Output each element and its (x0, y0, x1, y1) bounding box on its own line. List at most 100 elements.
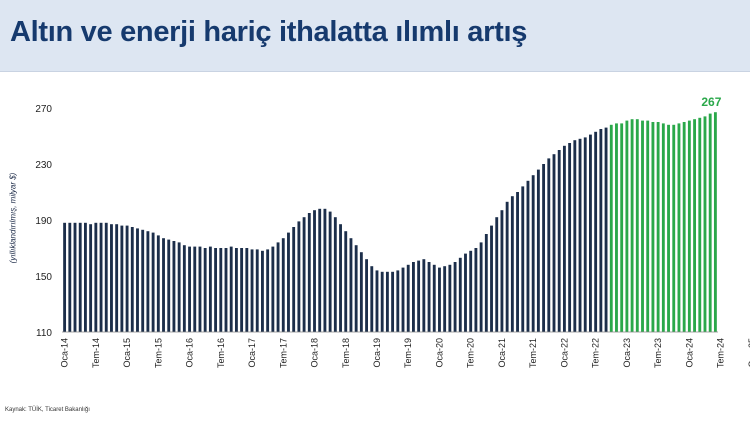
x-tick-label: Tem-19 (403, 338, 413, 368)
x-axis-ticks: Oca-14 Tem-14 Oca-15 Tem-15 Oca-16 Tem-16 Oca-… (60, 338, 750, 368)
x-tick-label: Oca-15 (122, 338, 132, 368)
bar (526, 180, 530, 332)
bar (625, 120, 629, 332)
x-tick-label: Oca-20 (434, 338, 444, 368)
bar (396, 270, 400, 332)
bar (474, 248, 478, 332)
bar (443, 266, 447, 332)
y-tick-label: 110 (36, 328, 52, 339)
bar (401, 267, 405, 332)
y-tick-label: 270 (35, 104, 52, 115)
bar (573, 140, 577, 332)
bar (656, 122, 660, 332)
bar (203, 248, 207, 332)
x-tick-label: Oca-18 (310, 338, 320, 368)
bar (115, 224, 119, 332)
bar (667, 124, 670, 332)
bar (682, 122, 686, 332)
bar (182, 245, 186, 332)
bar (339, 224, 342, 332)
bar (552, 154, 556, 332)
bar (495, 217, 499, 332)
bar (490, 225, 493, 332)
x-tick-label: Oca-22 (559, 338, 569, 368)
bar (188, 246, 191, 332)
bar (167, 239, 171, 332)
x-tick-label: Tem-21 (528, 338, 538, 368)
y-tick-label: 230 (35, 160, 52, 171)
x-tick-label: Tem-15 (153, 338, 163, 368)
bar (448, 264, 452, 332)
bar (110, 224, 113, 332)
bar (344, 231, 348, 332)
bar (516, 192, 519, 332)
bar (89, 224, 93, 332)
page-title: Altın ve enerji hariç ithalatta ılımlı a… (10, 16, 528, 48)
bar (510, 196, 514, 332)
bar (589, 134, 592, 332)
bar (594, 131, 598, 332)
header-banner: Altın ve enerji hariç ithalatta ılımlı a… (0, 0, 750, 72)
bar (641, 120, 644, 332)
bar (380, 271, 384, 332)
bar (141, 229, 145, 332)
bar (84, 222, 87, 332)
bar (292, 227, 296, 332)
bar (687, 120, 691, 332)
x-tick-label: Tem-16 (216, 338, 226, 368)
bar (677, 123, 681, 333)
bar (469, 250, 473, 332)
bar (375, 270, 379, 332)
bar (458, 257, 462, 332)
bar (432, 264, 436, 332)
bar (94, 222, 98, 332)
bar (406, 264, 410, 332)
bar (224, 248, 228, 332)
bar (568, 143, 572, 332)
x-tick-label: Tem-18 (341, 338, 351, 368)
x-tick-label: Oca-25 (747, 338, 750, 368)
bar (521, 186, 525, 332)
bar (500, 210, 504, 332)
bar (354, 245, 358, 332)
bar (219, 248, 223, 332)
bar (156, 235, 160, 332)
bar (547, 158, 551, 332)
bar (391, 271, 395, 332)
x-tick-label: Oca-23 (622, 338, 632, 368)
bar (620, 123, 624, 333)
bar (99, 222, 103, 332)
x-tick-label: Oca-21 (497, 338, 507, 368)
last-value-label: 267 (701, 95, 721, 109)
bar (536, 169, 540, 332)
x-tick-label: Tem-20 (466, 338, 476, 368)
bar (229, 246, 233, 332)
bar (198, 246, 202, 332)
bar (208, 246, 212, 332)
bar (313, 210, 316, 332)
bar (78, 222, 82, 332)
bar (349, 238, 353, 332)
bar (162, 238, 165, 332)
bar (370, 266, 374, 332)
bar (63, 222, 67, 332)
bar (214, 248, 218, 332)
bar (365, 259, 368, 332)
bar (427, 262, 431, 332)
y-tick-label: 190 (35, 216, 52, 227)
bar (708, 113, 712, 332)
bar (104, 222, 108, 332)
bar (234, 248, 238, 332)
bar (302, 217, 306, 332)
bar (578, 138, 582, 332)
bar (297, 221, 301, 332)
bar (703, 116, 707, 333)
bar (177, 242, 181, 332)
bar (130, 227, 134, 332)
bar (328, 211, 332, 332)
y-tick-label: 150 (35, 272, 52, 283)
x-tick-label: Oca-19 (372, 338, 382, 368)
bar (661, 123, 665, 333)
bar (698, 117, 702, 332)
